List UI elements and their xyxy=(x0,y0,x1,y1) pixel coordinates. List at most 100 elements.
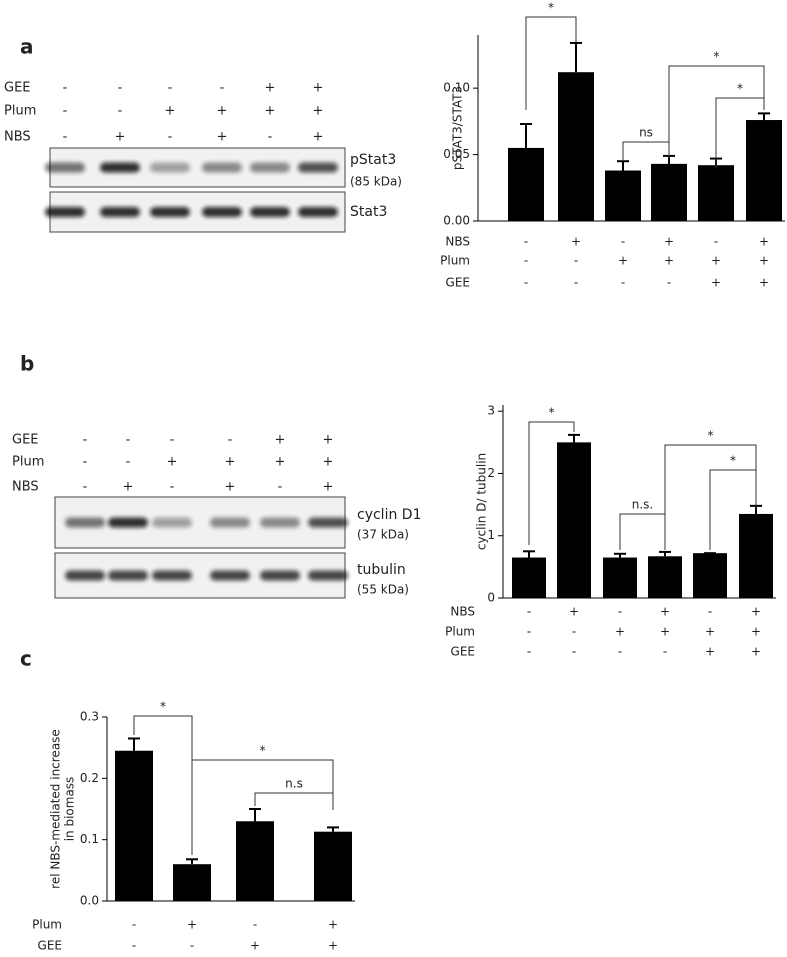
significance-label: n.s. xyxy=(632,498,654,512)
blot-band xyxy=(210,570,250,581)
blot-band xyxy=(298,207,338,217)
bar xyxy=(512,557,546,598)
blot-band xyxy=(100,162,140,173)
condition-sign: + xyxy=(664,235,674,249)
condition-sign: - xyxy=(190,939,194,953)
bar xyxy=(314,831,352,901)
blot-band xyxy=(210,517,250,528)
condition-sign: - xyxy=(126,433,131,448)
significance-label: * xyxy=(548,1,554,15)
band-label: pStat3 xyxy=(350,152,396,168)
condition-sign: + xyxy=(711,276,721,290)
band-sublabel: (37 kDa) xyxy=(357,528,409,542)
condition-sign: - xyxy=(574,276,578,290)
condition-sign: - xyxy=(126,455,131,470)
condition-sign: + xyxy=(313,81,324,96)
y-tick-label: 0.10 xyxy=(443,81,470,95)
significance-bracket xyxy=(668,65,765,155)
condition-sign: + xyxy=(615,625,625,639)
condition-sign: + xyxy=(123,480,134,495)
blot-band xyxy=(45,162,85,173)
condition-sign: + xyxy=(217,130,228,145)
condition-sign: - xyxy=(132,939,136,953)
condition-sign: - xyxy=(168,81,173,96)
y-axis-label: pSTAT3/STAT3 xyxy=(451,86,465,170)
bar xyxy=(651,163,687,221)
condition-sign: + xyxy=(323,433,334,448)
condition-sign: - xyxy=(118,104,123,119)
band-sublabel: (85 kDa) xyxy=(350,175,402,189)
condition-sign: - xyxy=(663,645,667,659)
panel-label: c xyxy=(20,647,32,671)
blot-band xyxy=(298,162,338,173)
blot-band xyxy=(308,517,348,528)
condition-sign: - xyxy=(618,645,622,659)
blot-band xyxy=(202,162,242,173)
condition-sign: - xyxy=(524,254,528,268)
bar xyxy=(557,442,591,598)
condition-sign: - xyxy=(118,81,123,96)
significance-label: * xyxy=(549,406,555,420)
bar xyxy=(693,553,727,598)
condition-label: GEE xyxy=(38,939,62,953)
condition-sign: - xyxy=(170,480,175,495)
condition-label: GEE xyxy=(451,645,475,659)
condition-sign: + xyxy=(275,433,286,448)
condition-sign: - xyxy=(524,235,528,249)
blot-band xyxy=(152,517,192,528)
panel-label: b xyxy=(20,352,34,376)
bar xyxy=(603,557,637,598)
condition-sign: - xyxy=(63,130,68,145)
blot-band xyxy=(150,162,190,173)
blot-band xyxy=(250,162,290,173)
blot-band xyxy=(150,207,190,217)
condition-sign: - xyxy=(621,276,625,290)
condition-label: GEE xyxy=(12,433,39,448)
condition-label: NBS xyxy=(12,480,39,495)
condition-sign: + xyxy=(115,130,126,145)
blot-band xyxy=(100,207,140,217)
significance-bracket xyxy=(525,16,577,110)
condition-sign: - xyxy=(572,625,576,639)
condition-sign: - xyxy=(83,433,88,448)
y-tick-label: 0 xyxy=(487,591,495,605)
condition-sign: + xyxy=(705,625,715,639)
bar xyxy=(605,170,641,221)
blot-band xyxy=(108,570,148,581)
y-tick-label: 0.2 xyxy=(80,771,99,785)
significance-bracket xyxy=(191,759,334,855)
significance-bracket xyxy=(709,469,757,550)
condition-sign: - xyxy=(524,276,528,290)
bar xyxy=(508,147,544,221)
condition-sign: - xyxy=(83,455,88,470)
significance-label: ns xyxy=(639,126,653,140)
condition-sign: - xyxy=(170,433,175,448)
condition-sign: + xyxy=(759,276,769,290)
y-tick-label: 0.05 xyxy=(443,147,470,161)
condition-sign: + xyxy=(660,625,670,639)
condition-sign: + xyxy=(217,104,228,119)
condition-sign: - xyxy=(63,104,68,119)
condition-sign: - xyxy=(253,918,257,932)
bar xyxy=(698,165,734,221)
blot-box xyxy=(49,147,346,188)
condition-label: NBS xyxy=(4,130,31,145)
condition-sign: - xyxy=(228,433,233,448)
condition-sign: + xyxy=(275,455,286,470)
condition-label: Plum xyxy=(4,104,36,119)
condition-sign: - xyxy=(618,605,622,619)
significance-label: * xyxy=(737,82,743,96)
condition-sign: - xyxy=(714,235,718,249)
condition-sign: + xyxy=(165,104,176,119)
band-sublabel: (55 kDa) xyxy=(357,583,409,597)
panel-label: a xyxy=(20,35,34,59)
blot-box xyxy=(49,191,346,233)
condition-sign: + xyxy=(711,254,721,268)
bar xyxy=(173,864,211,901)
condition-sign: + xyxy=(571,235,581,249)
y-axis-label: in biomass xyxy=(63,777,77,842)
condition-sign: + xyxy=(751,605,761,619)
significance-label: * xyxy=(260,744,266,758)
condition-sign: + xyxy=(225,480,236,495)
blot-band xyxy=(65,570,105,581)
